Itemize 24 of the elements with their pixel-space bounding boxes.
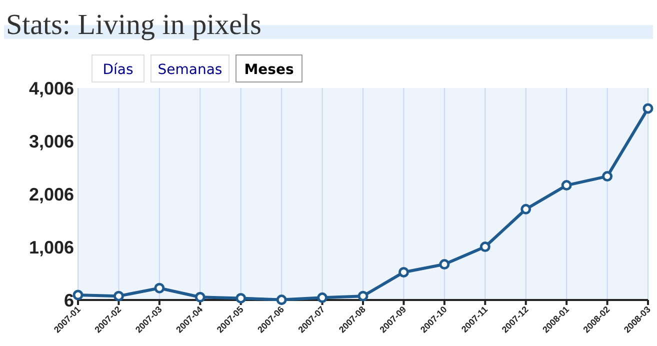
point bbox=[317, 292, 328, 303]
point bbox=[642, 103, 654, 114]
point bbox=[398, 266, 409, 278]
y-tick-label: 3,006 bbox=[28, 131, 74, 152]
point bbox=[113, 290, 124, 302]
point bbox=[561, 180, 572, 191]
point bbox=[602, 171, 613, 182]
chart-title: Stats: Living in pixels bbox=[6, 9, 262, 41]
point bbox=[276, 294, 287, 306]
point bbox=[72, 290, 84, 300]
point bbox=[439, 259, 450, 270]
y-tick-label: 6 bbox=[64, 290, 74, 310]
point bbox=[154, 282, 165, 294]
tab-button: Semanas bbox=[150, 54, 230, 82]
y-tick-label: 4,006 bbox=[28, 78, 74, 98]
point bbox=[236, 292, 246, 304]
point bbox=[520, 204, 532, 214]
y-tick-label: 2,006 bbox=[28, 184, 74, 204]
tab-button: Meses bbox=[236, 54, 302, 82]
point bbox=[194, 292, 206, 302]
tab-button: Días bbox=[92, 54, 144, 82]
point bbox=[480, 242, 490, 252]
y-tick-label: 1,006 bbox=[28, 237, 74, 258]
point bbox=[358, 290, 368, 302]
